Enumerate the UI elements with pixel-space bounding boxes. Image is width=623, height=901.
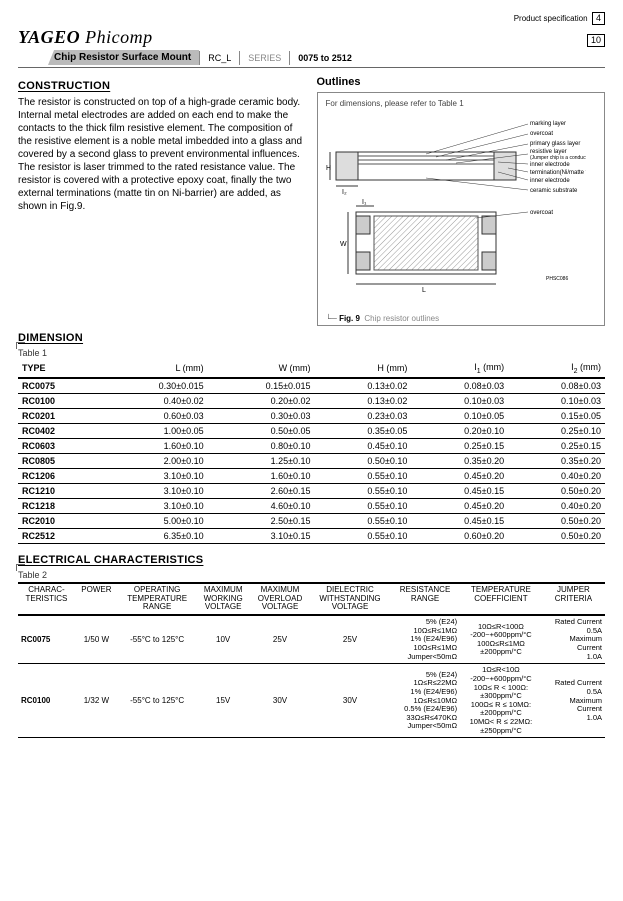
table-row: RC01000.40±0.020.20±0.020.13±0.020.10±0.… [18,393,605,408]
dim-col-header: H (mm) [315,360,412,378]
table-row: RC00751/50 W-55°C to 125°C10V25V25V5% (E… [18,615,605,664]
svg-text:primary glass layer: primary glass layer [530,141,580,147]
table-row: RC12063.10±0.101.60±0.100.55±0.100.45±0.… [18,468,605,483]
table-row: RC12183.10±0.104.60±0.100.55±0.100.45±0.… [18,498,605,513]
construction-heading: CONSTRUCTION [18,80,307,92]
outlines-heading: Outlines [317,76,606,88]
code: RC_L [199,51,239,65]
outlines-box: For dimensions, please refer to Table 1 [317,92,606,326]
series-range: 0075 to 2512 [289,51,360,65]
table-row: RC20105.00±0.102.50±0.150.55±0.100.45±0.… [18,513,605,528]
elec-col-header: DIELECTRIC WITHSTANDING VOLTAGE [310,583,390,615]
svg-text:termination(Ni/matte tin): termination(Ni/matte tin) [530,170,586,176]
table2-label: Table 2 [18,570,605,580]
page-num: 4 [592,12,605,25]
elec-col-header: JUMPER CRITERIA [542,583,605,615]
svg-text:H: H [326,165,331,172]
elec-col-header: RESISTANCE RANGE [390,583,460,615]
svg-text:inner electrode: inner electrode [530,178,570,184]
series-label: SERIES [239,51,289,65]
table-row: RC00750.30±0.0150.15±0.0150.13±0.020.08±… [18,378,605,394]
elec-col-header: MAXIMUM OVERLOAD VOLTAGE [250,583,310,615]
dim-col-header: W (mm) [208,360,315,378]
svg-text:L: L [422,287,426,294]
svg-text:ceramic substrate: ceramic substrate [530,188,578,194]
svg-text:PHSC086: PHSC086 [546,276,568,282]
dimension-table: TYPEL (mm)W (mm)H (mm)I1 (mm)I2 (mm) RC0… [18,360,605,544]
svg-text:W: W [340,241,347,248]
electrical-table: CHARAC- TERISTICSPOWEROPERATING TEMPERAT… [18,582,605,739]
table-row: RC04021.00±0.050.50±0.050.35±0.050.20±0.… [18,423,605,438]
brand-logo: YAGEO Phicomp [18,27,153,48]
table-row: RC08052.00±0.101.25±0.100.50±0.100.35±0.… [18,453,605,468]
dim-col-header: I2 (mm) [508,360,605,378]
electrical-heading: ELECTRICAL CHARACTERISTICS [18,554,605,566]
dimension-heading: DIMENSION [18,332,605,344]
svg-text:(Jumper chip is a conductor): (Jumper chip is a conductor) [530,155,586,161]
spec-label: Product specification [514,14,588,23]
chip-diagram: H I₂ marking layer overcoat primary glas… [326,112,586,312]
dim-col-header: TYPE [18,360,101,378]
table1-label: Table 1 [18,348,605,358]
dim-col-header: I1 (mm) [411,360,508,378]
svg-text:overcoat: overcoat [530,131,553,137]
table-row: RC02010.60±0.030.30±0.030.23±0.030.10±0.… [18,408,605,423]
table-row: RC12103.10±0.102.60±0.150.55±0.100.45±0.… [18,483,605,498]
svg-text:overcoat: overcoat [530,210,553,216]
elec-col-header: TEMPERATURE COEFFICIENT [460,583,542,615]
svg-text:I₂: I₂ [342,189,347,196]
elec-col-header: CHARAC- TERISTICS [18,583,75,615]
elec-col-header: POWER [75,583,118,615]
svg-text:I₁: I₁ [362,199,367,206]
dim-col-header: L (mm) [101,360,208,378]
table-row: RC06031.60±0.100.80±0.100.45±0.100.25±0.… [18,438,605,453]
table-row: RC01001/32 W-55°C to 125°C15V30V30V5% (E… [18,664,605,738]
page-total: 10 [587,34,605,47]
svg-text:marking layer: marking layer [530,121,566,127]
svg-text:inner electrode: inner electrode [530,162,570,168]
construction-text: The resistor is constructed on top of a … [18,96,307,213]
sub-bar: Chip Resistor Surface Mount RC_L SERIES … [18,50,605,65]
table-row: RC25126.35±0.103.10±0.150.55±0.100.60±0.… [18,528,605,543]
chip-label: Chip Resistor Surface Mount [48,50,199,65]
outlines-caption: For dimensions, please refer to Table 1 [326,99,597,108]
elec-col-header: OPERATING TEMPERATURE RANGE [118,583,196,615]
fig-caption: └─ Fig. 9 Chip resistor outlines [326,314,597,323]
elec-col-header: MAXIMUM WORKING VOLTAGE [196,583,250,615]
